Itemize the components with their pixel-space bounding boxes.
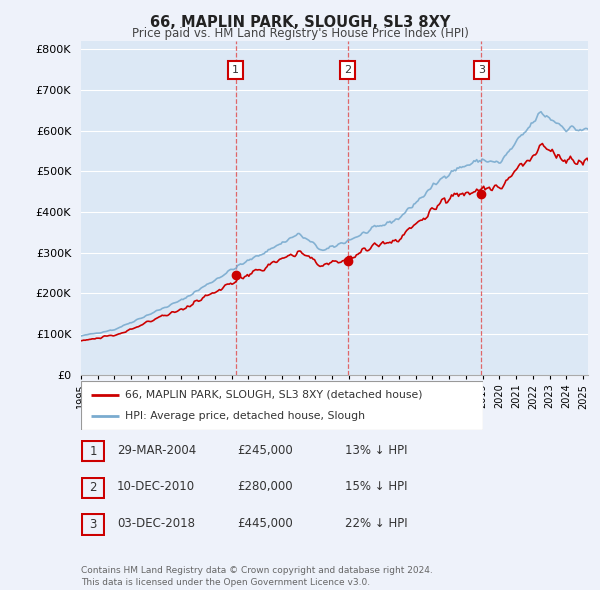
Text: 66, MAPLIN PARK, SLOUGH, SL3 8XY (detached house): 66, MAPLIN PARK, SLOUGH, SL3 8XY (detach… [125, 389, 423, 399]
Text: 1: 1 [89, 445, 97, 458]
Text: £280,000: £280,000 [237, 480, 293, 493]
Text: 03-DEC-2018: 03-DEC-2018 [117, 517, 195, 530]
Text: Contains HM Land Registry data © Crown copyright and database right 2024.
This d: Contains HM Land Registry data © Crown c… [81, 566, 433, 587]
Text: 2: 2 [89, 481, 97, 494]
Text: HPI: Average price, detached house, Slough: HPI: Average price, detached house, Slou… [125, 411, 365, 421]
Text: £445,000: £445,000 [237, 517, 293, 530]
Text: 10-DEC-2010: 10-DEC-2010 [117, 480, 195, 493]
Text: £245,000: £245,000 [237, 444, 293, 457]
Text: 66, MAPLIN PARK, SLOUGH, SL3 8XY: 66, MAPLIN PARK, SLOUGH, SL3 8XY [150, 15, 450, 30]
Text: 3: 3 [89, 518, 97, 531]
Text: 1: 1 [232, 65, 239, 75]
Text: 13% ↓ HPI: 13% ↓ HPI [345, 444, 407, 457]
Text: 15% ↓ HPI: 15% ↓ HPI [345, 480, 407, 493]
Text: Price paid vs. HM Land Registry's House Price Index (HPI): Price paid vs. HM Land Registry's House … [131, 27, 469, 40]
Text: 29-MAR-2004: 29-MAR-2004 [117, 444, 196, 457]
Text: 2: 2 [344, 65, 352, 75]
Text: 22% ↓ HPI: 22% ↓ HPI [345, 517, 407, 530]
Text: 3: 3 [478, 65, 485, 75]
